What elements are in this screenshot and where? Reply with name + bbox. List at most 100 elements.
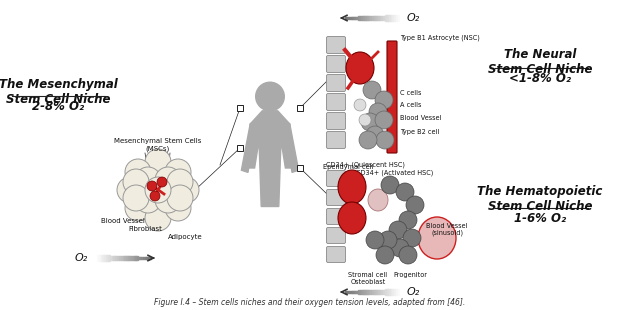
Circle shape bbox=[359, 114, 371, 126]
Bar bbox=[369, 290, 371, 294]
Bar bbox=[365, 16, 368, 20]
Bar bbox=[394, 289, 397, 295]
Circle shape bbox=[255, 82, 285, 111]
Ellipse shape bbox=[338, 202, 366, 234]
Bar bbox=[376, 16, 378, 20]
Text: Adipocyte: Adipocyte bbox=[168, 234, 203, 240]
Text: Blood Vessel: Blood Vessel bbox=[101, 218, 145, 224]
Bar bbox=[97, 255, 99, 261]
Bar bbox=[360, 16, 362, 20]
Text: A cells: A cells bbox=[400, 102, 422, 108]
Bar bbox=[363, 16, 366, 20]
Circle shape bbox=[359, 131, 377, 149]
Bar bbox=[361, 16, 364, 20]
Text: Progenitor: Progenitor bbox=[393, 272, 427, 278]
Bar bbox=[350, 17, 353, 19]
Text: CD34+ (Quiescent HSC): CD34+ (Quiescent HSC) bbox=[326, 162, 404, 168]
Bar bbox=[384, 290, 386, 294]
Bar bbox=[137, 257, 140, 259]
FancyBboxPatch shape bbox=[327, 170, 345, 187]
Bar bbox=[387, 290, 389, 294]
Bar bbox=[358, 16, 360, 20]
Text: <1-8% O₂: <1-8% O₂ bbox=[509, 72, 571, 85]
Bar bbox=[345, 17, 347, 19]
Bar bbox=[148, 257, 151, 259]
Circle shape bbox=[147, 181, 157, 191]
Bar bbox=[361, 290, 364, 294]
Circle shape bbox=[366, 231, 384, 249]
Ellipse shape bbox=[368, 189, 388, 211]
FancyBboxPatch shape bbox=[327, 74, 345, 91]
Bar bbox=[378, 16, 380, 20]
Bar bbox=[398, 289, 401, 295]
Bar bbox=[365, 290, 368, 294]
FancyBboxPatch shape bbox=[237, 145, 243, 151]
Bar bbox=[95, 255, 97, 261]
Text: Type B1 Astrocyte (NSC): Type B1 Astrocyte (NSC) bbox=[400, 35, 480, 41]
FancyBboxPatch shape bbox=[297, 105, 303, 111]
Bar bbox=[133, 256, 136, 259]
Bar bbox=[348, 291, 351, 293]
Bar bbox=[104, 255, 107, 261]
Bar bbox=[386, 16, 388, 20]
Bar bbox=[354, 17, 356, 20]
Bar bbox=[396, 289, 399, 295]
Bar bbox=[141, 257, 143, 259]
Text: Ependymal cell: Ependymal cell bbox=[323, 164, 373, 170]
FancyBboxPatch shape bbox=[327, 37, 345, 54]
Bar bbox=[121, 256, 123, 260]
FancyBboxPatch shape bbox=[327, 94, 345, 110]
Bar bbox=[102, 255, 105, 261]
Circle shape bbox=[135, 187, 161, 213]
Bar bbox=[347, 17, 349, 19]
Text: C cells: C cells bbox=[400, 90, 422, 96]
Circle shape bbox=[167, 185, 193, 211]
Bar bbox=[367, 16, 370, 20]
Text: Blood Vessel: Blood Vessel bbox=[400, 115, 441, 121]
Circle shape bbox=[375, 91, 393, 109]
Bar bbox=[392, 15, 395, 21]
FancyBboxPatch shape bbox=[327, 55, 345, 73]
Circle shape bbox=[369, 103, 387, 121]
Circle shape bbox=[117, 177, 143, 203]
Circle shape bbox=[406, 196, 424, 214]
Polygon shape bbox=[275, 115, 299, 172]
FancyBboxPatch shape bbox=[327, 209, 345, 224]
Bar bbox=[108, 255, 110, 260]
Bar bbox=[130, 256, 132, 260]
Circle shape bbox=[363, 81, 381, 99]
Circle shape bbox=[155, 167, 181, 193]
Text: 2-8% O₂: 2-8% O₂ bbox=[32, 100, 84, 113]
Bar bbox=[350, 291, 353, 293]
FancyBboxPatch shape bbox=[327, 246, 345, 263]
Circle shape bbox=[376, 246, 394, 264]
Circle shape bbox=[145, 205, 171, 231]
Bar bbox=[347, 291, 349, 293]
Bar bbox=[110, 255, 112, 260]
Text: O₂: O₂ bbox=[407, 13, 420, 23]
Bar bbox=[106, 255, 108, 261]
Bar bbox=[380, 290, 382, 294]
Circle shape bbox=[375, 111, 393, 129]
Bar bbox=[119, 256, 121, 260]
Bar bbox=[348, 17, 351, 19]
FancyBboxPatch shape bbox=[237, 105, 243, 111]
Bar bbox=[143, 257, 145, 259]
Bar bbox=[373, 290, 375, 294]
Text: Fibroblast: Fibroblast bbox=[128, 226, 162, 232]
Text: Mesenchymal Stem Cells
(MSCs): Mesenchymal Stem Cells (MSCs) bbox=[114, 139, 202, 152]
Bar bbox=[367, 290, 370, 294]
FancyBboxPatch shape bbox=[327, 131, 345, 148]
Bar bbox=[128, 256, 130, 260]
Text: Figure I.4 – Stem cells niches and their oxygen tension levels, adapted from [46: Figure I.4 – Stem cells niches and their… bbox=[154, 298, 466, 307]
Polygon shape bbox=[241, 115, 265, 172]
Bar bbox=[373, 16, 375, 20]
Bar bbox=[374, 16, 377, 20]
Text: O₂: O₂ bbox=[75, 253, 88, 263]
Circle shape bbox=[123, 169, 149, 195]
Bar bbox=[345, 291, 347, 293]
Circle shape bbox=[376, 131, 394, 149]
Bar bbox=[396, 15, 399, 21]
Circle shape bbox=[123, 185, 149, 211]
Circle shape bbox=[135, 167, 161, 193]
